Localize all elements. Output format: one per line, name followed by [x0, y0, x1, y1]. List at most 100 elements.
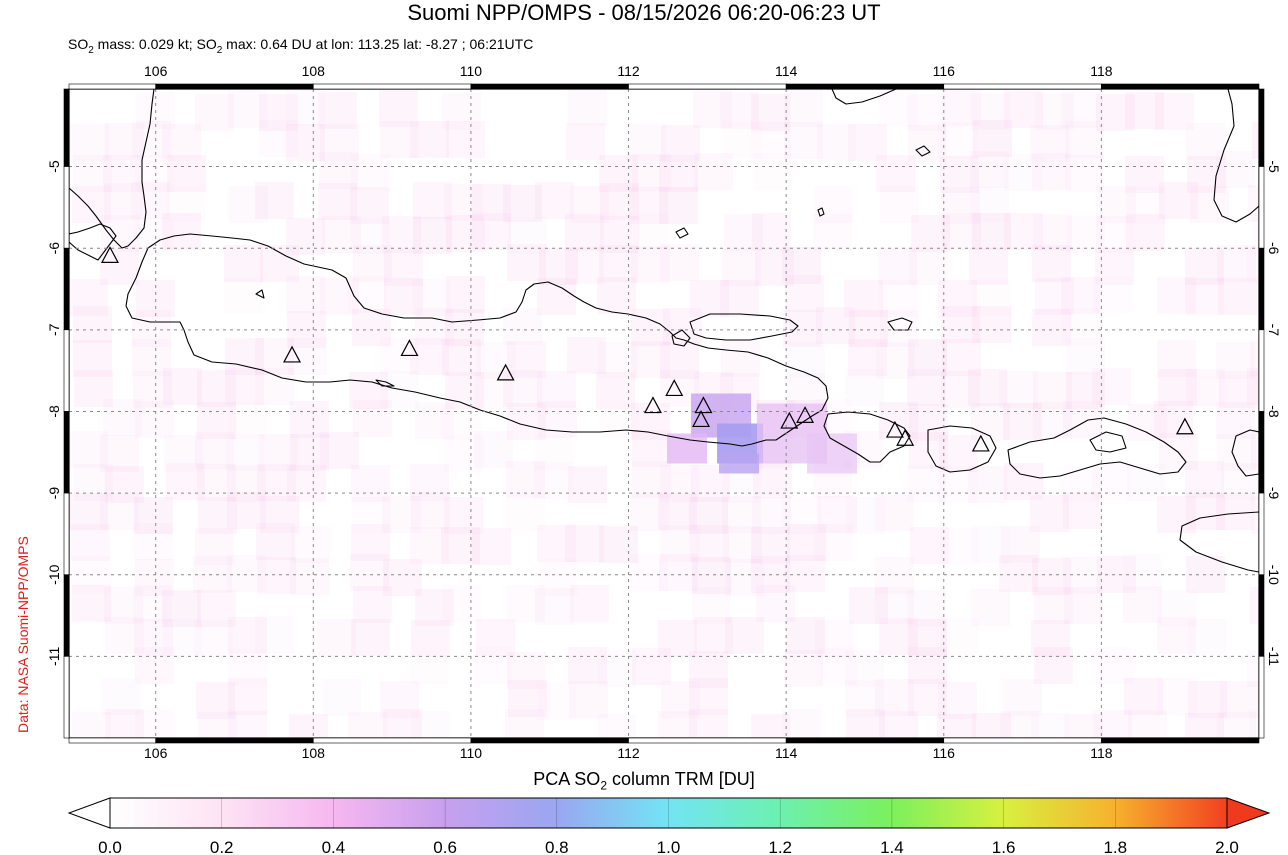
so2-pixel: [257, 464, 296, 501]
so2-pixel: [228, 678, 267, 715]
so2-pixel: [196, 682, 235, 719]
so2-pixel: [1217, 434, 1256, 471]
subtitle-mass: mass: 0.029 kt; SO: [93, 36, 217, 52]
so2-pixel: [1250, 340, 1259, 377]
so2-pixel: [1061, 277, 1100, 314]
so2-pixel: [537, 525, 576, 562]
so2-pixel: [69, 493, 108, 530]
so2-pixel: [503, 370, 542, 407]
so2-pixel: [1065, 121, 1104, 158]
so2-pixel: [255, 368, 294, 405]
frame-bar-lon: [785, 83, 945, 90]
so2-pixel: [880, 310, 919, 347]
so2-pixel: [1125, 92, 1164, 129]
so2-pixel: [908, 679, 947, 716]
so2-pixel: [1247, 650, 1259, 687]
so2-pixel: [442, 403, 481, 440]
lon-tick-label: 110: [460, 63, 483, 79]
so2-pixel: [162, 124, 201, 161]
so2-pixel: [631, 403, 670, 440]
so2-pixel: [1093, 710, 1132, 738]
so2-pixel: [658, 493, 697, 530]
so2-pixel: [1126, 187, 1165, 224]
lon-tick-label: 118: [1090, 63, 1113, 79]
so2-pixel: [290, 558, 329, 595]
so2-pixel: [1188, 619, 1227, 656]
so2-pixel: [689, 497, 728, 534]
so2-pixel: [1064, 587, 1103, 624]
so2-pixel: [660, 342, 699, 379]
so2-pixel: [1217, 245, 1256, 282]
so2-pixel: [442, 339, 481, 376]
so2-pixel: [352, 309, 391, 346]
so2-pixel: [1064, 714, 1103, 738]
so2-pixel: [1186, 123, 1225, 160]
so2-pixel: [290, 401, 329, 438]
so2-pixel: [599, 245, 638, 282]
so2-pixel: [630, 213, 669, 250]
so2-pixel: [410, 338, 449, 375]
frame-bar-lat: [63, 247, 70, 331]
so2-pixel: [506, 461, 545, 498]
coastline-java: [125, 233, 829, 447]
so2-pixel: [782, 497, 821, 534]
so2-pixel: [353, 400, 392, 437]
lon-tick-label: 114: [775, 745, 798, 760]
so2-pixel: [939, 466, 978, 503]
so2-pixel: [938, 122, 977, 159]
so2-pixel: [384, 278, 423, 315]
so2-pixel: [134, 497, 173, 534]
so2-pixel: [227, 465, 266, 502]
so2-pixel: [692, 557, 731, 594]
so2-pixel: [567, 337, 606, 374]
so2-pixel: [72, 186, 111, 223]
so2-pixel: [69, 431, 108, 468]
coastline-borneo: [831, 89, 897, 105]
so2-pixel: [73, 340, 112, 377]
so2-pixel: [879, 402, 918, 439]
so2-pixel: [908, 125, 947, 162]
so2-pixel: [1187, 156, 1226, 193]
so2-pixel: [1035, 93, 1074, 130]
so2-pixel: [690, 280, 729, 317]
so2-pixel: [725, 559, 764, 596]
so2-pixel: [1032, 558, 1071, 595]
subtitle-sub-2: 2: [216, 44, 223, 56]
so2-pixel: [441, 527, 480, 564]
coastline-sumatra-west: [69, 223, 117, 261]
so2-pixel: [472, 184, 511, 221]
so2-pixel: [1216, 493, 1255, 530]
so2-pixel: [474, 372, 513, 409]
so2-pixel: [1158, 369, 1197, 406]
colorbar-label-pre: PCA SO: [533, 769, 601, 789]
so2-pixel: [537, 683, 576, 720]
island-karimunjawa: [675, 227, 689, 239]
so2-pixel: [783, 310, 822, 347]
frame-bar-lat: [63, 166, 70, 249]
so2-pixel: [410, 647, 449, 684]
so2-pixel: [72, 712, 111, 738]
so2-pixel: [1065, 155, 1104, 192]
so2-pixel: [255, 616, 294, 653]
so2-pixel: [938, 280, 977, 317]
so2-pixel: [286, 218, 325, 255]
so2-pixel: [318, 92, 357, 129]
so2-pixel: [255, 182, 294, 219]
so2-pixel: [320, 124, 359, 161]
frame-bar-lon: [628, 737, 787, 744]
so2-pixel: [907, 590, 946, 627]
lat-tick-label-left: -5: [46, 160, 62, 173]
so2-pixel: [1066, 216, 1105, 253]
coastline-sumatra: [69, 89, 155, 249]
so2-pixel: [786, 617, 825, 654]
so2-pixel: [412, 279, 451, 316]
so2-pixel: [755, 249, 794, 286]
so2-pixel: [908, 619, 947, 656]
so2-pixel: [102, 678, 141, 715]
so2-pixel: [629, 187, 668, 224]
so2-pixel: [194, 620, 233, 657]
so2-pixel: [661, 525, 700, 562]
so2-pixel: [1216, 342, 1255, 379]
so2-pixel: [1061, 91, 1100, 128]
so2-pixel: [351, 524, 390, 561]
